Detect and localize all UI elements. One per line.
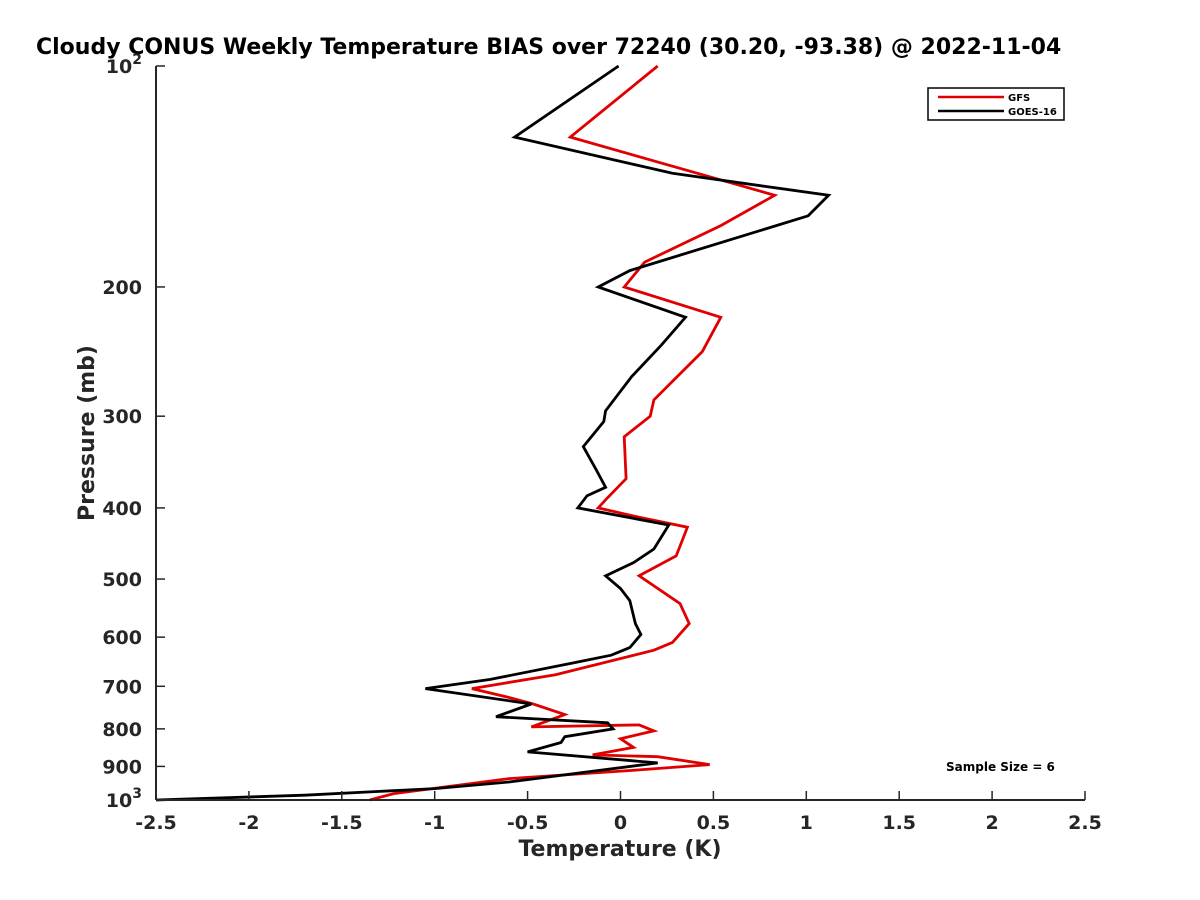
x-tick-label: 1 <box>800 812 813 834</box>
x-tick-label: 1.5 <box>882 812 916 834</box>
x-tick-label: 0.5 <box>697 812 731 834</box>
y-tick-label: 600 <box>102 627 142 649</box>
chart-title: Cloudy CONUS Weekly Temperature BIAS ove… <box>36 35 1061 60</box>
y-tick-label: 900 <box>102 756 142 778</box>
y-tick-label: 300 <box>102 406 142 428</box>
y-tick-label: 500 <box>102 569 142 591</box>
y-tick-label: 200 <box>102 277 142 299</box>
x-axis-ticks: -2.5 -2 -1.5 -1 -0.5 0 0.5 1 1.5 2 2.5 <box>135 791 1102 834</box>
plot-area <box>155 64 832 802</box>
x-tick-label: -2 <box>238 812 259 834</box>
y-tick-label: 700 <box>102 676 142 698</box>
y-axis-ticks: 102 200 300 400 500 600 700 800 900 103 <box>102 52 165 812</box>
x-tick-label: 0 <box>614 812 627 834</box>
legend-box <box>927 87 1065 121</box>
x-tick-label: -0.5 <box>507 812 549 834</box>
legend-label-gfs: GFS <box>1008 93 1030 104</box>
legend-label-goes16: GOES-16 <box>1008 107 1057 118</box>
series-line-goes16 <box>155 64 832 802</box>
x-tick-label: -2.5 <box>135 812 177 834</box>
x-tick-label: -1.5 <box>321 812 363 834</box>
x-tick-label: -1 <box>424 812 445 834</box>
sample-size-annotation: Sample Size = 6 <box>946 760 1055 774</box>
y-tick-label: 103 <box>106 786 142 812</box>
x-tick-label: 2.5 <box>1068 812 1102 834</box>
series-line-gfs <box>369 64 779 802</box>
y-axis-label: Pressure (mb) <box>75 345 100 521</box>
y-tick-label: 102 <box>106 52 142 78</box>
x-axis-label: Temperature (K) <box>518 837 721 862</box>
y-tick-label: 400 <box>102 498 142 520</box>
legend: GFS GOES-16 <box>927 87 1065 121</box>
y-tick-label: 800 <box>102 719 142 741</box>
x-tick-label: 2 <box>985 812 998 834</box>
